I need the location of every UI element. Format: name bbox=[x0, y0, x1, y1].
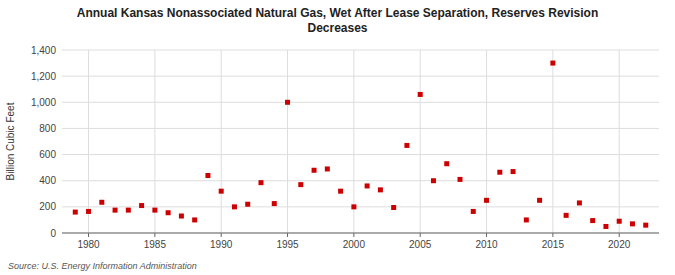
y-grid-line bbox=[62, 50, 659, 51]
chart-container: Annual Kansas Nonassociated Natural Gas,… bbox=[0, 0, 675, 275]
y-tick-label: 1,200 bbox=[31, 71, 56, 82]
x-tick-mark bbox=[552, 233, 553, 237]
point bbox=[338, 189, 343, 194]
point bbox=[351, 204, 356, 209]
x-tick-label: 1980 bbox=[77, 239, 100, 250]
point bbox=[312, 168, 317, 173]
point bbox=[431, 178, 436, 183]
x-tick-label: 2005 bbox=[409, 239, 432, 250]
y-tick-label: 400 bbox=[39, 175, 56, 186]
x-grid-line bbox=[221, 50, 222, 233]
y-axis-label: Billion Cubic Feet bbox=[5, 102, 16, 180]
point bbox=[404, 143, 409, 148]
point bbox=[391, 205, 396, 210]
x-tick-mark bbox=[154, 233, 155, 237]
point bbox=[73, 210, 78, 215]
x-tick-label: 1990 bbox=[210, 239, 233, 250]
grid bbox=[62, 50, 659, 233]
point bbox=[219, 189, 224, 194]
point bbox=[484, 198, 489, 203]
point bbox=[113, 208, 118, 213]
point bbox=[603, 224, 608, 229]
x-tick-mark bbox=[619, 233, 620, 237]
y-tick-label: 1,400 bbox=[31, 45, 56, 56]
x-grid-line bbox=[287, 50, 288, 233]
point bbox=[232, 204, 237, 209]
point bbox=[590, 218, 595, 223]
x-axis-line bbox=[62, 233, 659, 234]
x-tick-mark bbox=[486, 233, 487, 237]
x-tick-label: 2020 bbox=[608, 239, 631, 250]
point bbox=[179, 214, 184, 219]
y-tick-label: 800 bbox=[39, 123, 56, 134]
point bbox=[497, 170, 502, 175]
y-grid-line bbox=[62, 76, 659, 77]
source-note: Source: U.S. Energy Information Administ… bbox=[8, 261, 197, 271]
point bbox=[272, 201, 277, 206]
title: Annual Kansas Nonassociated Natural Gas,… bbox=[77, 6, 599, 35]
point bbox=[550, 61, 555, 66]
x-grid-line bbox=[619, 50, 620, 233]
point bbox=[458, 177, 463, 182]
y-grid-line bbox=[62, 154, 659, 155]
point bbox=[564, 213, 569, 218]
x-grid-line bbox=[88, 50, 89, 233]
point bbox=[577, 200, 582, 205]
y-grid-line bbox=[62, 102, 659, 103]
point bbox=[643, 223, 648, 228]
y-grid-line bbox=[62, 206, 659, 207]
axes: 0 200 400 600 800 1,000 1,200 1,400 1980 1985 1990… bbox=[31, 45, 659, 251]
point bbox=[152, 208, 157, 213]
y-tick-label: 0 bbox=[50, 228, 56, 239]
point bbox=[285, 100, 290, 105]
x-tick-label: 1995 bbox=[276, 239, 299, 250]
y-tick-label: 600 bbox=[39, 149, 56, 160]
point bbox=[325, 166, 330, 171]
x-tick-label: 2015 bbox=[542, 239, 565, 250]
y-tick-label: 1,000 bbox=[31, 97, 56, 108]
point bbox=[126, 208, 131, 213]
x-grid-line bbox=[154, 50, 155, 233]
point bbox=[99, 200, 104, 205]
point bbox=[365, 183, 370, 188]
x-grid-line bbox=[420, 50, 421, 233]
point bbox=[166, 210, 171, 215]
y-grid-line bbox=[62, 180, 659, 181]
point bbox=[192, 217, 197, 222]
point bbox=[617, 219, 622, 224]
x-tick-mark bbox=[287, 233, 288, 237]
x-tick-mark bbox=[420, 233, 421, 237]
point bbox=[630, 221, 635, 226]
point bbox=[205, 173, 210, 178]
point bbox=[418, 92, 423, 97]
x-tick-label: 2010 bbox=[475, 239, 498, 250]
y-grid-line bbox=[62, 233, 659, 234]
point bbox=[444, 161, 449, 166]
x-tick-mark bbox=[88, 233, 89, 237]
point bbox=[259, 180, 264, 185]
chart: Annual Kansas Nonassociated Natural Gas,… bbox=[0, 0, 675, 275]
point bbox=[511, 169, 516, 174]
point bbox=[86, 209, 91, 214]
y-tick-label: 200 bbox=[39, 201, 56, 212]
x-tick-label: 2000 bbox=[343, 239, 366, 250]
points bbox=[73, 61, 648, 229]
x-tick-mark bbox=[221, 233, 222, 237]
x-grid-line bbox=[552, 50, 553, 233]
y-grid-line bbox=[62, 128, 659, 129]
x-grid-line bbox=[486, 50, 487, 233]
x-tick-label: 1985 bbox=[144, 239, 167, 250]
point bbox=[537, 198, 542, 203]
point bbox=[245, 202, 250, 207]
point bbox=[378, 187, 383, 192]
point bbox=[471, 209, 476, 214]
point bbox=[298, 182, 303, 187]
x-tick-mark bbox=[353, 233, 354, 237]
point bbox=[139, 203, 144, 208]
point bbox=[524, 217, 529, 222]
